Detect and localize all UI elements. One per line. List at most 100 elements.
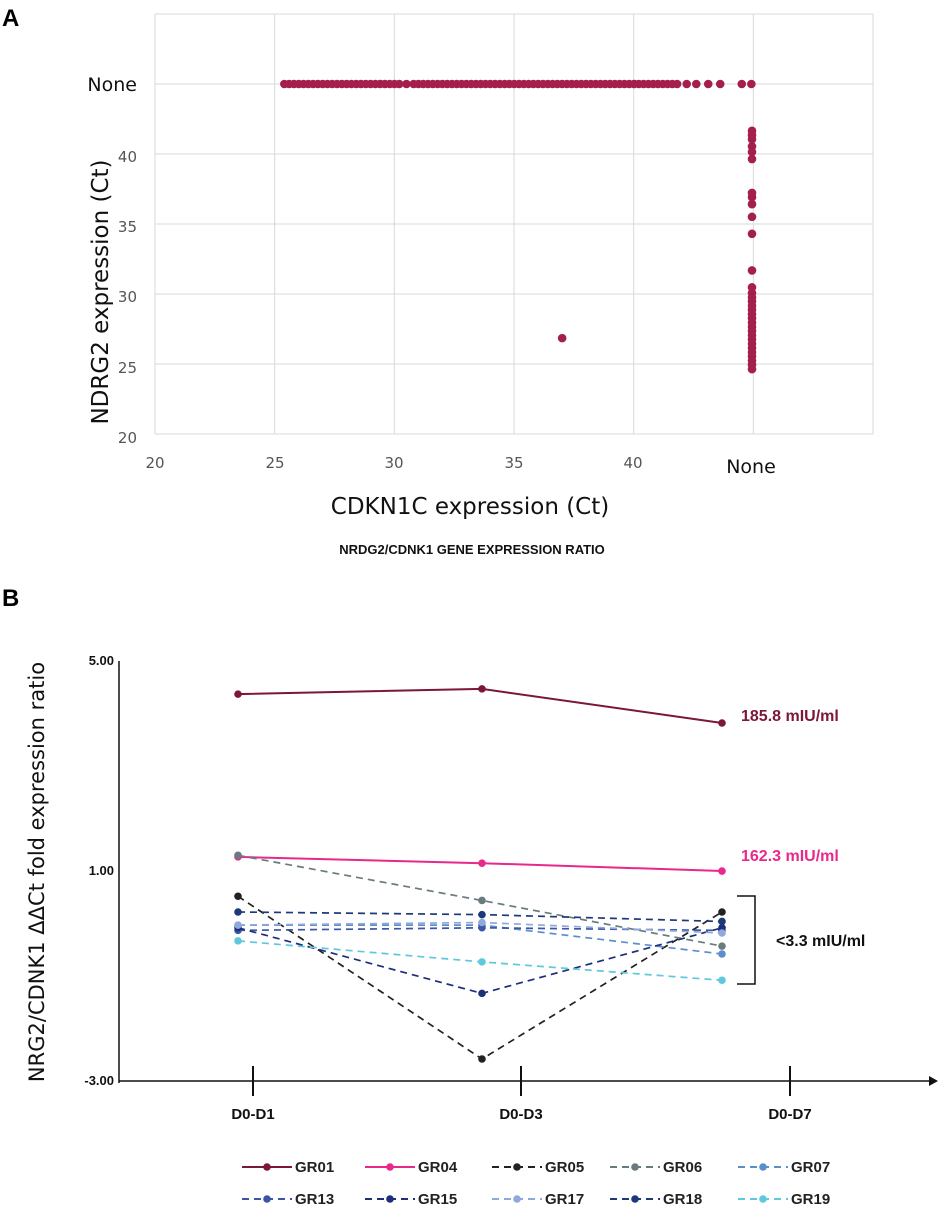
panel-b-x-axis-arrow	[929, 1076, 938, 1086]
panel-a-x-tick: 30	[384, 454, 403, 472]
legend-marker-gr06	[631, 1163, 639, 1171]
legend-label-gr17: GR17	[545, 1191, 584, 1208]
series-point-gr18	[234, 908, 242, 916]
panel-a-x-tick: 40	[623, 454, 642, 472]
panel-a-y-tick: 30	[118, 288, 137, 306]
panel-a-point	[737, 79, 747, 89]
series-point-gr15	[718, 923, 726, 932]
panel-a-x-axis-title: CDKN1C expression (Ct)	[331, 494, 609, 520]
panel-a-point	[703, 79, 713, 89]
panel-a-grid	[154, 13, 874, 435]
panel-a-point	[747, 126, 757, 136]
panel-a-point	[394, 79, 404, 89]
series-point-gr18	[478, 910, 486, 919]
series-point-gr18	[718, 917, 726, 926]
series-point-gr05	[234, 892, 242, 901]
series-point-gr04	[718, 867, 726, 875]
legend-marker-gr17	[513, 1195, 521, 1203]
legend-marker-gr13	[263, 1195, 271, 1203]
panel-a-points	[280, 79, 757, 374]
panel-a-point	[672, 79, 682, 89]
series-point-gr15	[478, 989, 486, 998]
panel-b-x-tick: D0-D1	[231, 1106, 274, 1123]
panel-b-letter: B	[2, 585, 19, 612]
panel-a-point	[747, 266, 757, 275]
panel-a-letter: A	[2, 5, 19, 32]
legend-marker-gr15	[386, 1195, 394, 1203]
series-point-gr13	[478, 923, 486, 932]
panel-a-ticks: 20 25 30 35 40 None 20 25 30 35 40 None	[87, 74, 775, 478]
panel-b-legend: GR01 GR04 GR05 GR06 GR07 GR13 GR15 GR17 GR18 GR19	[242, 1159, 830, 1208]
series-point-gr17	[234, 921, 242, 929]
panel-a-y-tick: 25	[118, 359, 137, 377]
panel-b-bracket	[737, 895, 756, 985]
panel-a-x-tick-none: None	[726, 456, 776, 478]
legend-label-gr04: GR04	[418, 1159, 458, 1176]
panel-a-point	[747, 229, 757, 239]
series-point-gr06	[234, 851, 242, 860]
panel-a-point	[402, 79, 411, 89]
legend-label-gr05: GR05	[545, 1159, 584, 1176]
panel-a-point	[557, 333, 567, 343]
series-point-gr17	[718, 929, 726, 937]
panel-a-point	[715, 79, 725, 89]
series-point-gr04	[478, 859, 486, 867]
legend-label-gr18: GR18	[663, 1191, 702, 1208]
series-point-gr01	[718, 719, 726, 727]
series-line-gr06	[237, 854, 723, 947]
legend-label-gr15: GR15	[418, 1191, 457, 1208]
panel-a-point	[747, 79, 756, 89]
series-point-gr19	[234, 937, 242, 945]
panel-b-y-axis-title: NRG2/CDNK1 ΔΔCt fold expression ratio	[25, 662, 49, 1082]
panel-a-point	[682, 79, 691, 89]
legend-marker-gr01	[263, 1163, 271, 1171]
panel-b-ticks: 5.00 1.00 -3.00 D0-D1 D0-D3 D0-D7	[84, 653, 811, 1123]
legend-marker-gr04	[386, 1163, 394, 1171]
legend-marker-gr05	[513, 1163, 521, 1171]
legend-label-gr19: GR19	[791, 1191, 830, 1208]
legend-label-gr06: GR06	[663, 1159, 702, 1176]
panel-b-x-tick: D0-D7	[768, 1106, 811, 1123]
series-point-gr06	[718, 942, 726, 950]
legend-label-gr07: GR07	[791, 1159, 830, 1176]
panel-a-point	[747, 283, 757, 292]
panel-b-series	[234, 685, 726, 1063]
panel-b-chart-title: NRDG2/CDNK1 GENE EXPRESSION RATIO	[339, 542, 605, 557]
panel-a-point	[747, 212, 757, 222]
annotation-low-group: <3.3 mIU/ml	[776, 933, 865, 950]
legend-marker-gr07	[759, 1163, 767, 1171]
panel-a-point	[747, 188, 757, 198]
panel-a-y-tick: 40	[118, 148, 137, 166]
series-point-gr19	[478, 958, 486, 966]
panel-b-x-tick: D0-D3	[499, 1106, 542, 1123]
panel-a-x-tick: 25	[265, 454, 284, 472]
series-point-gr07	[718, 950, 726, 958]
panel-a-y-axis-title: NDRG2 expression (Ct)	[88, 159, 114, 424]
legend-label-gr01: GR01	[295, 1159, 334, 1176]
series-point-gr17	[478, 918, 486, 927]
panel-a-y-tick-none: None	[87, 74, 137, 96]
panel-b-y-tick: -3.00	[84, 1073, 114, 1088]
panel-a-point	[691, 79, 701, 89]
legend-marker-gr18	[631, 1195, 639, 1203]
panel-a-point	[747, 142, 757, 151]
panel-b-y-tick: 1.00	[89, 863, 114, 878]
annotation-gr01: 185.8 mIU/ml	[741, 708, 839, 725]
panel-a-point	[747, 154, 757, 164]
panel-b-y-tick: 5.00	[89, 653, 114, 668]
panel-a-x-tick: 35	[504, 454, 523, 472]
annotation-gr04: 162.3 mIU/ml	[741, 848, 839, 865]
series-point-gr01	[234, 690, 242, 698]
panel-a-y-tick: 35	[118, 218, 137, 236]
panel-a-point	[747, 199, 757, 209]
series-point-gr06	[478, 896, 486, 905]
series-line-gr01	[237, 687, 723, 724]
legend-marker-gr19	[759, 1195, 767, 1203]
series-point-gr05	[478, 1055, 486, 1063]
panel-a-x-tick: 20	[145, 454, 164, 472]
series-point-gr05	[718, 908, 726, 916]
panel-a-y-tick: 20	[118, 429, 137, 447]
series-point-gr19	[718, 976, 726, 985]
legend-label-gr13: GR13	[295, 1191, 334, 1208]
